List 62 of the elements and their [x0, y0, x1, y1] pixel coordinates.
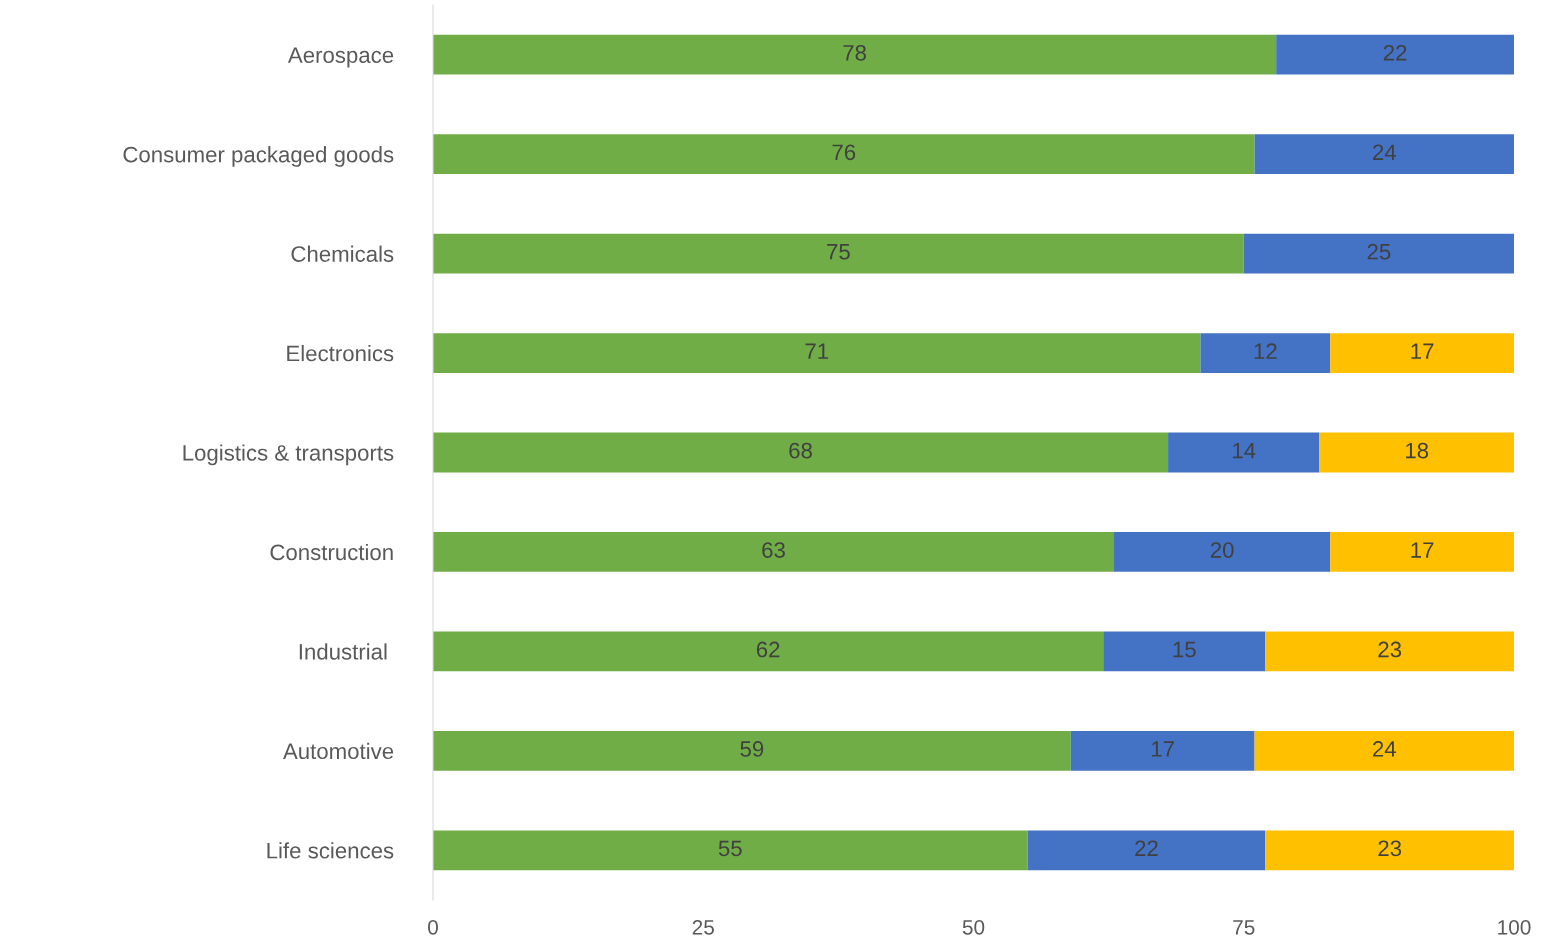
data-label: 24: [1373, 741, 1396, 757]
bar: [1265, 830, 1514, 871]
bar: [433, 333, 1201, 373]
data-label: 63: [762, 542, 785, 558]
x-tick-label: 100: [1498, 919, 1531, 935]
data-label: 17: [1152, 741, 1174, 757]
bar: [1200, 333, 1331, 373]
bar: [1168, 432, 1320, 473]
bar: [1254, 134, 1514, 175]
data-label: 71: [805, 343, 829, 359]
data-label: 24: [1373, 144, 1396, 160]
data-label: 15: [1173, 641, 1196, 658]
data-label: 25: [1367, 243, 1391, 260]
bar: [1027, 830, 1266, 871]
bar: [433, 134, 1255, 175]
data-label: 17: [1411, 343, 1434, 359]
x-tick-label: 25: [692, 919, 714, 935]
data-label: 12: [1254, 343, 1277, 359]
data-label: 22: [1135, 840, 1158, 857]
data-label: 23: [1378, 840, 1402, 857]
bar: [1243, 233, 1514, 274]
data-label: 76: [832, 144, 856, 161]
data-label: 18: [1406, 442, 1429, 459]
bar: [1265, 631, 1514, 672]
bar: [1114, 532, 1331, 572]
x-tick-label: 75: [1233, 920, 1255, 935]
bar: [433, 532, 1115, 572]
y-tick-label: Industrial: [299, 643, 387, 660]
bar: [433, 34, 1277, 75]
bar: [433, 233, 1244, 274]
y-tick-label: Consumer packaged goods: [123, 146, 394, 167]
data-label: 78: [843, 44, 866, 61]
data-label: 68: [789, 442, 812, 459]
bar: [1070, 730, 1255, 771]
bar: [1330, 333, 1514, 373]
data-label: 75: [827, 244, 850, 260]
bar: [433, 631, 1104, 672]
data-label: 20: [1210, 542, 1234, 558]
y-tick-label: Construction: [270, 543, 393, 561]
bar: [433, 830, 1028, 871]
bar: [1254, 730, 1514, 771]
data-label: 23: [1378, 641, 1402, 658]
bar: [1103, 631, 1266, 672]
x-tick-label: 50: [962, 919, 985, 935]
x-tick-label: 0: [428, 919, 438, 935]
y-tick-label: Automotive: [283, 742, 394, 760]
data-label: 17: [1411, 542, 1434, 558]
bar: [433, 432, 1169, 473]
bar: [1319, 432, 1514, 473]
bar: [1330, 532, 1514, 572]
y-tick-label: Chemicals: [291, 245, 394, 262]
bar: [1276, 34, 1514, 75]
data-label: 22: [1383, 44, 1407, 61]
data-label: 62: [756, 641, 780, 658]
y-tick-label: Electronics: [287, 345, 394, 362]
y-tick-label: Logistics & transports: [183, 444, 394, 466]
data-label: 59: [740, 741, 764, 757]
bar: [433, 730, 1071, 771]
data-label: 55: [718, 840, 742, 857]
y-tick-label: Life sciences: [267, 842, 394, 859]
y-tick-label: Aerospace: [287, 47, 394, 68]
data-label: 14: [1233, 442, 1256, 459]
